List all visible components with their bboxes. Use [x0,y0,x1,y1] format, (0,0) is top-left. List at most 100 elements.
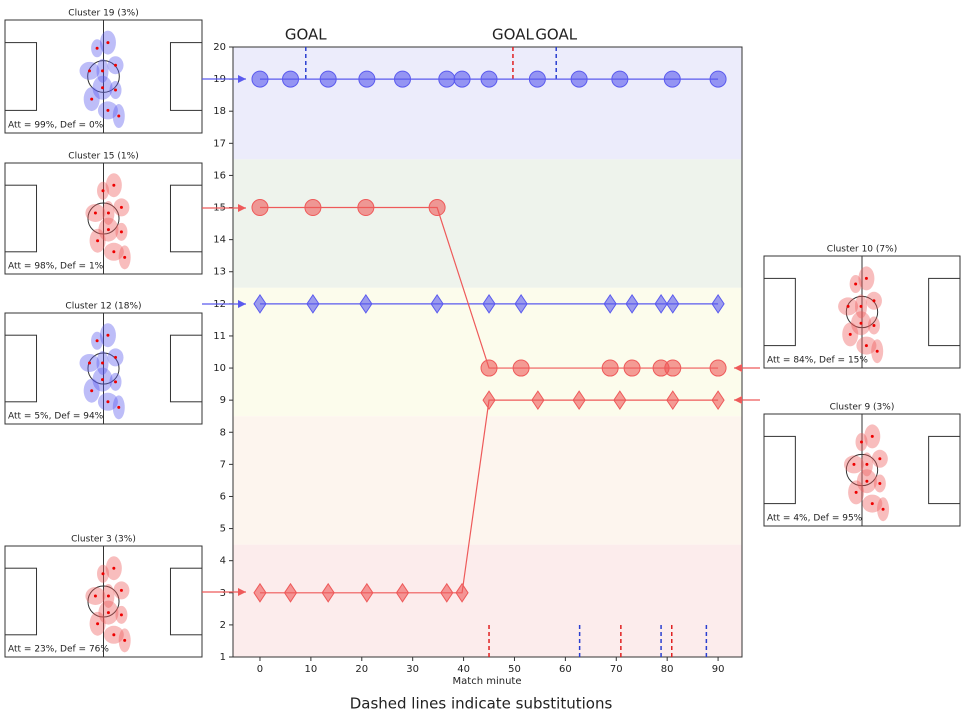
marker [251,70,269,88]
player-dot [854,490,858,494]
marker [480,359,498,377]
player-dot [878,481,882,485]
player-dot [117,114,121,118]
marker [711,293,725,314]
panel-stats: Att = 99%, Def = 0% [8,121,104,131]
x-tick-label: 90 [712,664,725,675]
x-tick-label: 60 [559,664,572,675]
penalty-box [4,42,38,111]
marker [253,293,267,314]
player-dot [112,250,116,254]
marker [393,70,411,88]
player-dot [875,349,879,353]
center-circle [87,60,120,93]
y-tick-label: 18 [213,106,226,117]
center-circle [87,352,120,385]
player-dot [119,205,123,209]
x-axis-label: Match minute [453,676,522,687]
player-dot [123,638,127,642]
player-dot [106,228,110,232]
marker [603,293,617,314]
marker [611,70,629,88]
marker [282,70,300,88]
x-tick-label: 50 [508,664,521,675]
player-dot [114,355,118,359]
center-circle [87,585,120,618]
player-dot [106,41,110,45]
y-tick-label: 16 [213,170,226,181]
marker [430,293,444,314]
y-tick-label: 20 [213,42,226,53]
y-tick-label: 11 [213,331,226,342]
panel-title: Cluster 15 (1%) [68,152,138,162]
goal-label: GOAL [492,26,534,44]
pitch-panel [4,300,246,425]
y-tick-label: 3 [220,588,226,599]
marker [395,582,410,603]
player-dot [114,63,118,67]
panel-title: Cluster 3 (3%) [71,535,136,545]
y-tick-label: 1 [220,652,226,663]
marker [283,582,298,603]
player-dot [860,440,864,444]
panel-stats: Att = 98%, Def = 1% [8,262,104,272]
penalty-box [4,334,38,403]
marker [357,199,375,217]
y-tick-label: 17 [213,138,226,149]
player-dot [865,479,869,483]
player-dot [854,282,858,286]
player-dot [96,239,100,243]
player-dot [101,361,105,365]
y-tick-label: 10 [213,363,226,374]
y-tick-label: 6 [220,491,226,502]
player-dot [93,594,97,598]
penalty-box [169,184,203,253]
marker [251,199,269,217]
marker [623,359,641,377]
player-dot [95,339,99,343]
marker [709,359,727,377]
center-circle [845,295,879,329]
band [233,544,742,657]
player-dot [106,611,110,615]
x-tick-label: 0 [257,664,263,675]
player-dot [90,389,94,393]
center-circle [87,202,120,235]
panel-title: Cluster 9 (3%) [830,403,895,413]
marker [304,199,322,217]
player-dot [112,633,116,637]
marker [428,199,446,217]
marker [455,582,469,603]
marker [440,582,454,603]
penalty-box [169,42,203,111]
band [233,416,742,545]
player-dot [117,405,121,409]
player-dot [865,462,869,466]
pitch-panel [4,19,246,134]
marker [482,390,496,411]
player-dot [112,566,116,570]
marker [531,390,545,411]
penalty-box [763,435,796,505]
marker [528,70,546,88]
marker [453,70,471,88]
player-dot [114,380,118,384]
player-dot [101,69,105,73]
penalty-box [928,435,961,505]
player-dot [872,299,876,303]
penalty-box [4,567,38,636]
y-tick-label: 14 [213,235,226,246]
arrow-head [238,75,246,83]
panel-stats: Att = 5%, Def = 94% [8,412,104,422]
y-tick-label: 13 [213,267,226,278]
caption: Dashed lines indicate substitutions [350,695,613,713]
x-tick-label: 10 [305,664,318,675]
player-dot [106,333,110,337]
player-dot [864,344,868,348]
y-tick-label: 8 [220,427,226,438]
player-dot [119,230,123,234]
marker [663,70,681,88]
player-dot [112,183,116,187]
marker [654,293,668,314]
marker [359,293,373,314]
